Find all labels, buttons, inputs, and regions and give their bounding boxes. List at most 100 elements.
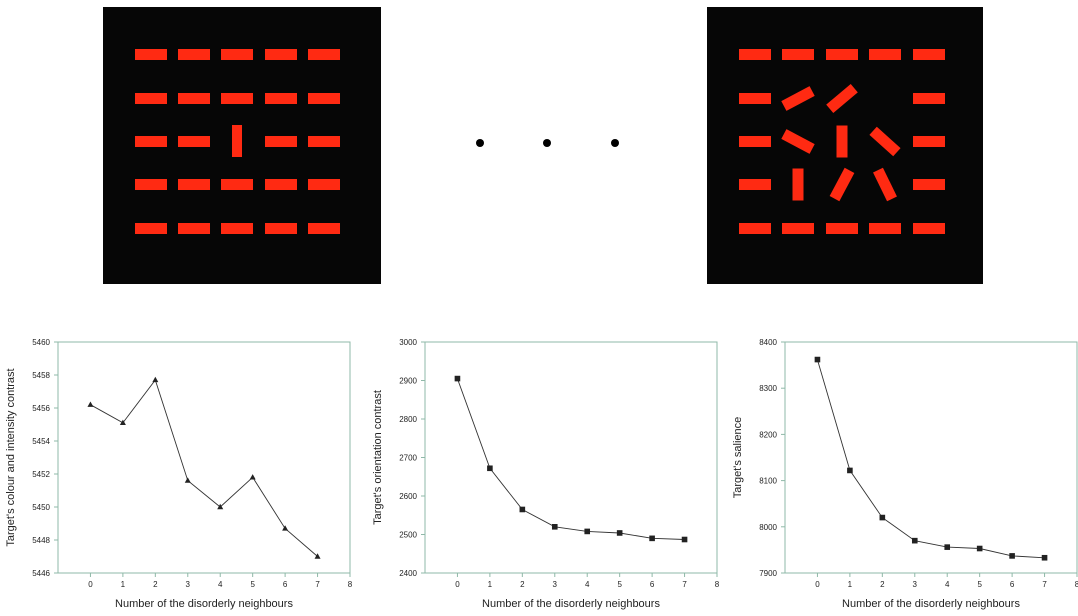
y-tick-label: 2500 [399,531,417,540]
stimulus-bar [913,92,945,104]
series-line [90,379,318,557]
ellipsis-dot [543,139,551,147]
stimulus-bar [178,92,210,104]
stimulus-bar [913,222,945,234]
series-line [456,378,685,540]
y-axis-label: Target's colour and intensity contrast [5,368,17,546]
data-point [649,535,655,542]
x-tick-label: 1 [121,580,126,589]
ellipsis-dot [611,139,619,147]
x-tick-label: 8 [715,580,720,589]
chart-orientation-contrast: 2400 2500 2600 2700 2800 2900 3000 0 1 2 3 4 5 6 7 8 Num… [372,338,720,610]
chart-target-salience: 7900 8000 8100 8200 8300 8400 0 1 2 3 4 5 6 7 8 Number … [732,338,1078,610]
x-tick-label: 0 [455,580,460,589]
stimulus-bar [265,222,297,234]
x-tick-label: 0 [815,580,820,589]
data-point [584,528,591,535]
x-tick-label: 6 [283,580,288,589]
stimulus-bar [826,83,858,113]
y-tick-label: 5448 [32,536,50,545]
x-axis-label: Number of the disorderly neighbours [482,598,660,610]
data-point [616,530,623,536]
data-point [487,465,493,472]
x-tick-label: 2 [520,580,525,589]
stimulus-bar [782,222,814,234]
stimulus-bar [178,48,210,60]
stimulus-bar [178,135,210,147]
x-tick-label: 7 [1042,580,1047,589]
stimulus-bar [135,135,167,147]
x-tick-label: 5 [977,580,982,589]
data-point [944,544,951,550]
data-point [454,375,461,382]
y-axis-label: Target's orientation contrast [372,390,384,525]
stimulus-bar [913,178,945,190]
y-tick-label: 5450 [32,503,50,512]
data-point [847,467,853,474]
stimulus-bar [781,85,815,111]
y-axis-label: Target's salience [732,417,744,499]
y-tick-label: 5452 [32,470,50,479]
data-point [152,376,159,383]
stimulus-bar [792,168,804,200]
data-point [314,553,321,559]
stimulus-bar [135,222,167,234]
stimulus-bar [739,48,771,60]
stimulus-bar [178,178,210,190]
stimulus-bar [265,92,297,104]
x-tick-label: 1 [488,580,493,589]
stimulus-bar [739,92,771,104]
stimulus-bar [178,222,210,234]
y-tick-label: 8300 [759,384,777,393]
data-point [976,545,983,552]
stimulus-bar [781,128,815,154]
x-tick-label: 4 [945,580,950,589]
x-tick-label: 5 [617,580,622,589]
stimulus-bar [826,222,858,234]
y-tick-label: 5446 [32,569,50,578]
y-tick-label: 5460 [32,338,50,347]
stimulus-bar [221,48,253,60]
data-point [87,401,94,407]
x-tick-label: 2 [880,580,885,589]
stimulus-bar [308,135,340,147]
stimulus-bar [221,178,253,190]
data-point [879,514,886,521]
x-tick-label: 5 [250,580,255,589]
y-tick-label: 8000 [759,523,777,532]
x-tick-label: 3 [913,580,918,589]
x-tick-label: 1 [848,580,853,589]
stimulus-bar [221,222,253,234]
x-tick-label: 8 [348,580,353,589]
data-point [184,477,191,483]
stimulus-panel-disorderly [707,7,983,284]
data-point [282,525,289,531]
stimulus-bar [308,222,340,234]
ellipsis-dot [476,139,484,147]
y-tick-label: 2400 [399,569,417,578]
data-point [551,524,558,530]
x-axis-label: Number of the disorderly neighbours [115,598,293,610]
stimulus-bar [739,178,771,190]
x-tick-label: 8 [1075,580,1078,589]
y-tick-label: 2800 [399,415,417,424]
y-tick-label: 5454 [32,437,50,446]
y-tick-label: 7900 [759,569,777,578]
stimulus-bar [308,178,340,190]
stimulus-bar [265,48,297,60]
stimulus-bar [232,125,242,157]
stimulus-bar [739,135,771,147]
data-point [1041,554,1048,561]
stimulus-panel-orderly [103,7,381,284]
x-axis-label: Number of the disorderly neighbours [842,598,1020,610]
stimulus-bar [265,178,297,190]
stimulus-bar [913,48,945,60]
stimulus-bar [221,92,253,104]
plot-frame [784,341,1078,574]
data-point [217,503,224,510]
y-tick-label: 2700 [399,454,417,463]
x-tick-label: 0 [88,580,93,589]
stimulus-bar [913,135,945,147]
y-tick-label: 2600 [399,492,417,501]
chart-colour-intensity-contrast: 5446 5448 5450 5452 5454 5456 5458 5460 0 1 2 3 4 5 6 7… [5,338,353,610]
